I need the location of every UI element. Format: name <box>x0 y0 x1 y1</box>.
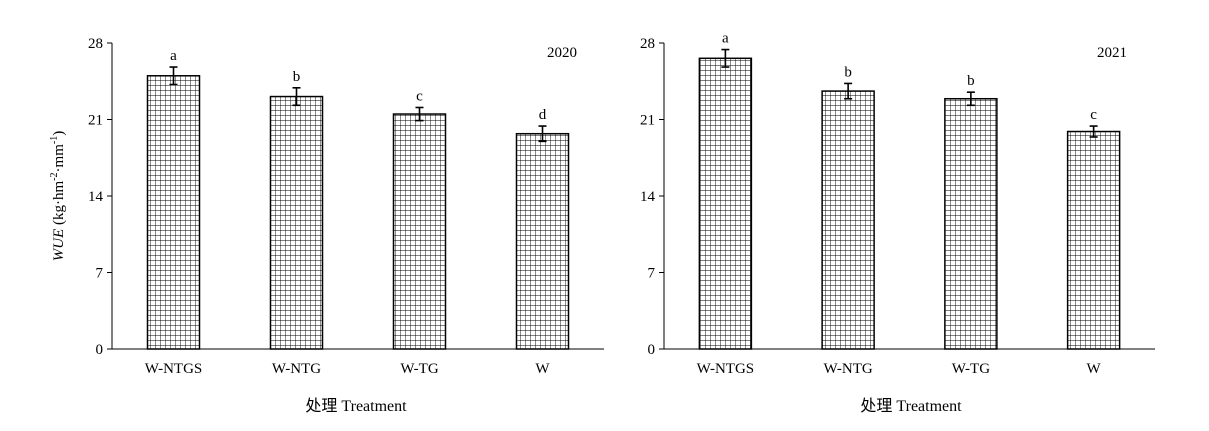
significance-letter: a <box>170 48 177 64</box>
x-tick-label: W <box>535 361 550 377</box>
x-tick-label: W-NTG <box>824 361 873 377</box>
y-ticks: 0 7 14 21 28 <box>640 36 664 358</box>
significance-letter: d <box>539 107 547 123</box>
bar <box>269 95 324 350</box>
bar <box>1066 130 1121 350</box>
y-tick-label: 0 <box>648 342 656 358</box>
significance-letter: b <box>293 69 301 85</box>
significance-letter: c <box>1090 107 1097 123</box>
y-tick-label: 7 <box>648 266 656 282</box>
chart-2021: a b b c 0 7 14 21 28 W-NTGS W-NTG W-TG W 2021 处理 T… <box>640 31 1155 415</box>
y-tick-label: 0 <box>96 342 104 358</box>
bars: a b c d <box>146 48 570 350</box>
bar <box>944 97 998 350</box>
bar <box>392 113 447 350</box>
bar <box>821 90 875 350</box>
bar <box>698 57 753 350</box>
x-axis-title: 处理 Treatment <box>860 397 962 415</box>
chart-title-2021: 2021 <box>1097 45 1127 61</box>
significance-letter: a <box>722 31 729 47</box>
x-ticks: W-NTGS W-NTG W-TG W <box>697 361 1102 377</box>
y-tick-label: 14 <box>88 189 104 205</box>
bars: a b b c <box>698 31 1121 350</box>
chart-title-2020: 2020 <box>547 45 577 61</box>
x-tick-label: W-NTG <box>272 361 321 377</box>
x-axis-title: 处理 Treatment <box>305 397 407 415</box>
bar <box>515 132 570 350</box>
y-tick-label: 28 <box>640 36 655 52</box>
x-tick-label: W-NTGS <box>697 361 755 377</box>
significance-letter: b <box>967 73 975 89</box>
y-axis-title: WUE (kg·hm-2·mm-1) <box>49 131 67 261</box>
x-tick-label: W-TG <box>952 361 990 377</box>
x-tick-label: W-TG <box>400 361 438 377</box>
x-tick-label: W <box>1087 361 1102 377</box>
significance-letter: c <box>416 88 423 104</box>
y-tick-label: 7 <box>96 266 104 282</box>
x-tick-label: W-NTGS <box>145 361 203 377</box>
x-ticks: W-NTGS W-NTG W-TG W <box>145 361 551 377</box>
bar <box>146 75 201 350</box>
y-ticks: 0 7 14 21 28 <box>88 36 112 358</box>
y-tick-label: 28 <box>88 36 103 52</box>
y-tick-label: 14 <box>640 189 656 205</box>
significance-letter: b <box>844 64 852 80</box>
y-tick-label: 21 <box>640 113 655 129</box>
y-tick-label: 21 <box>88 113 103 129</box>
y-axis-title-text: WUE (kg·hm-2·mm-1) <box>49 131 67 261</box>
